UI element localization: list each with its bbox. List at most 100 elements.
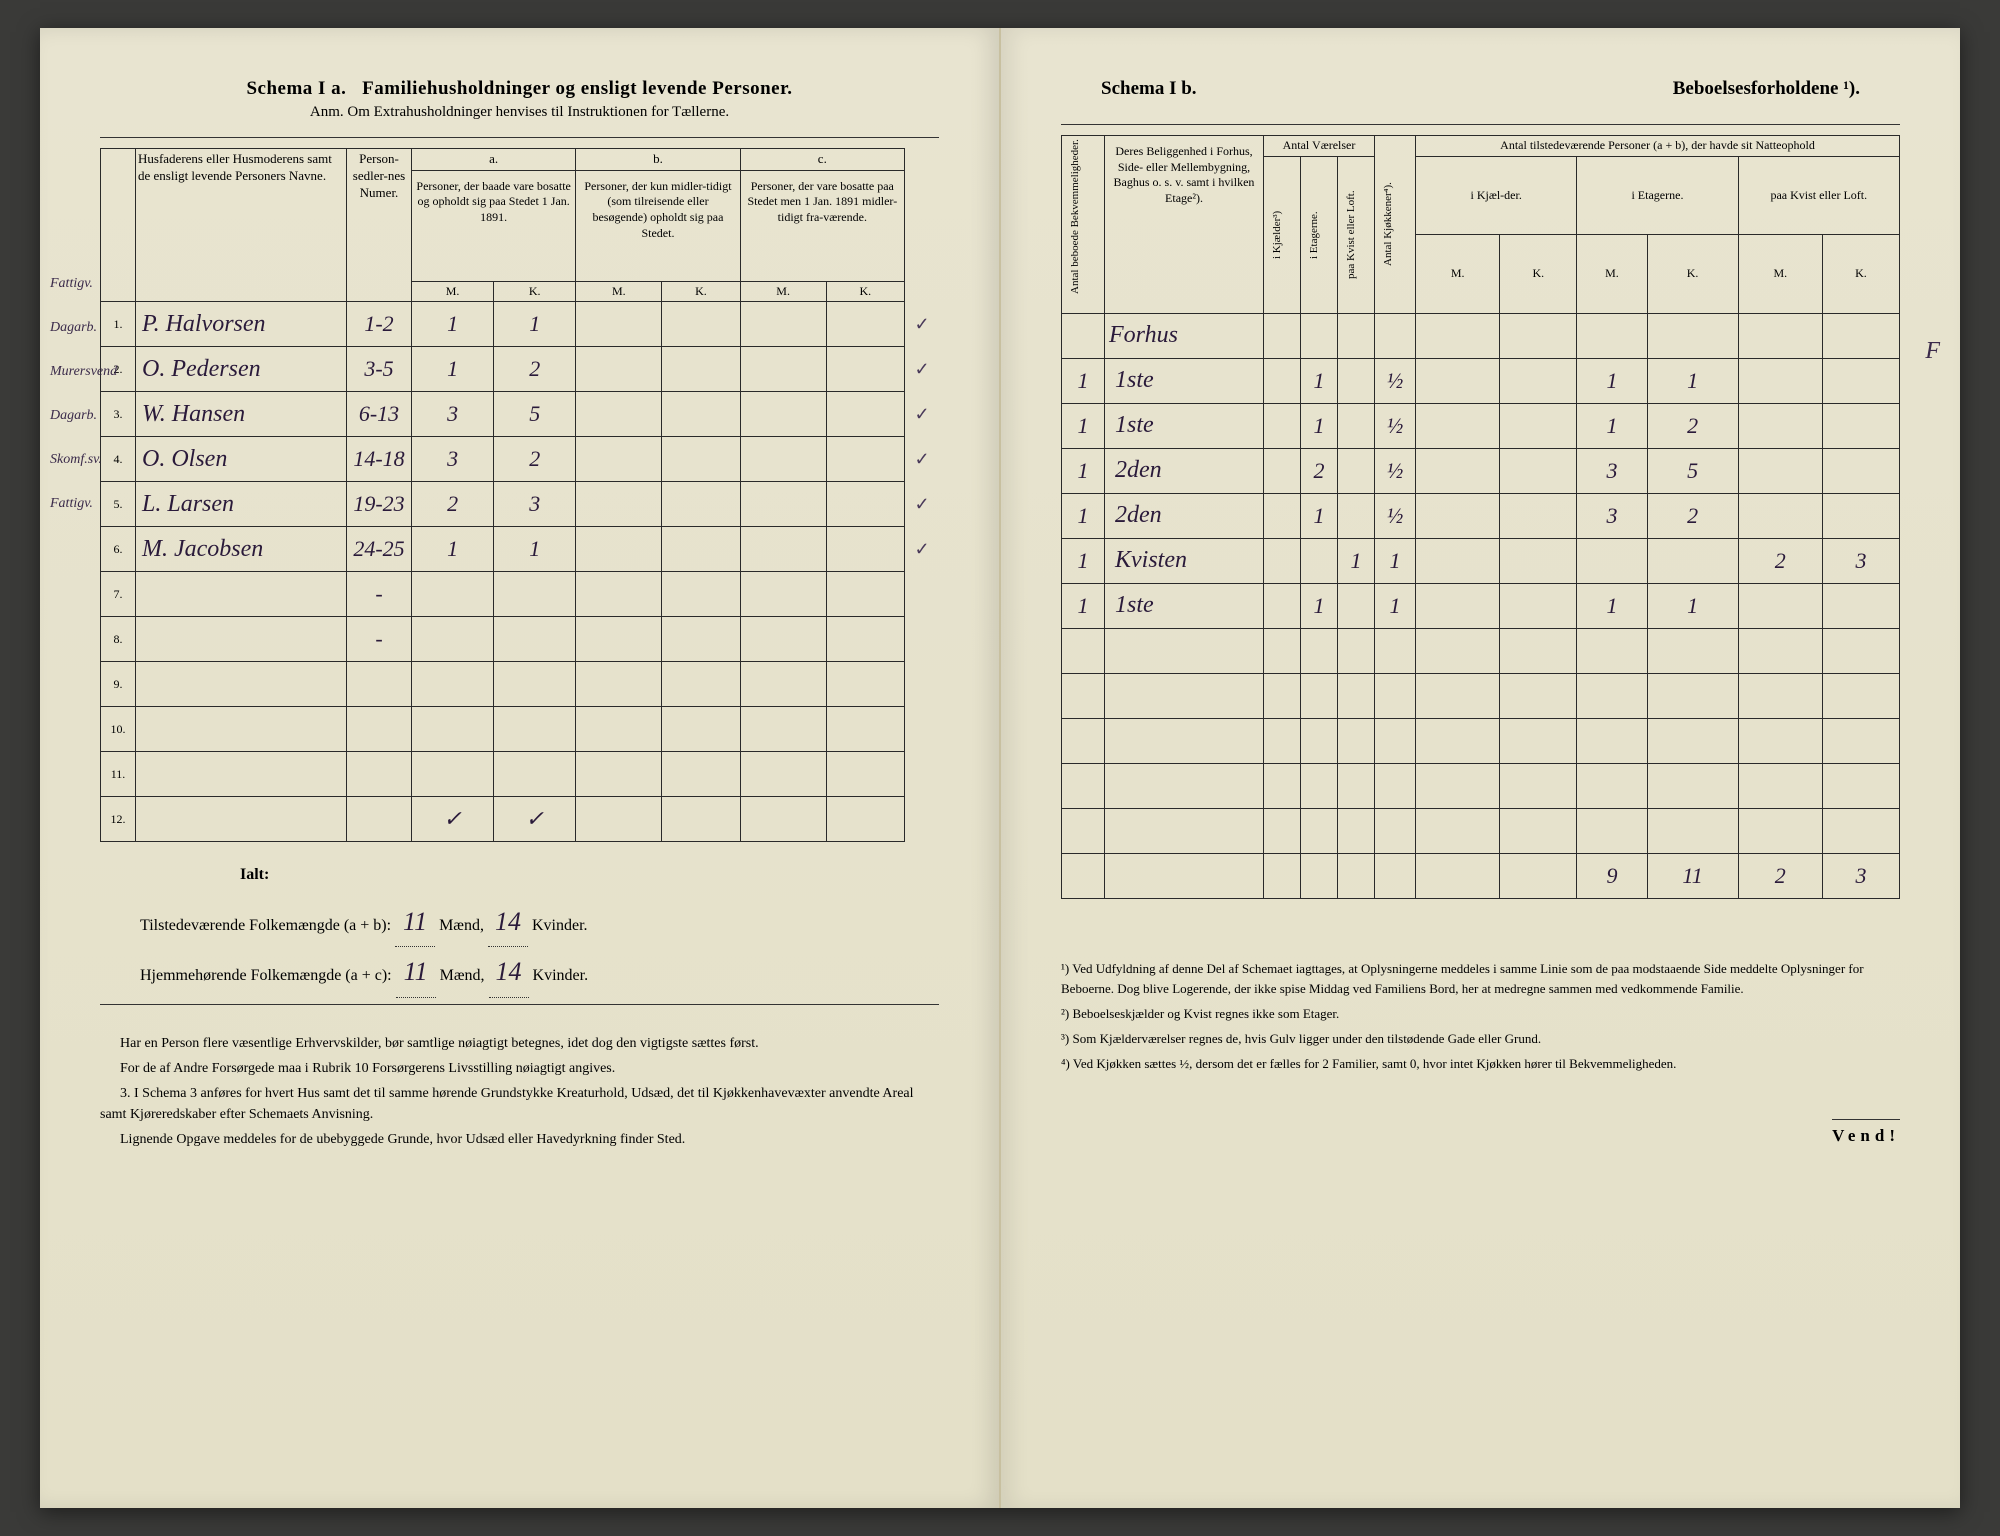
footnote: ⁴) Ved Kjøkken sættes ½, dersom det er f… (1061, 1054, 1900, 1075)
cell-ak: 3 (494, 482, 576, 527)
margin-note: Dagarb. (50, 408, 97, 424)
cell-bk (662, 347, 740, 392)
cell-bm (576, 392, 662, 437)
cell-location: 1ste (1105, 583, 1264, 628)
schema-1b-title-row: Schema I b. Beboelsesforholdene ¹). (1061, 78, 1900, 100)
cell-kj: 1 (1375, 538, 1416, 583)
cell-ab: 1 (1062, 403, 1105, 448)
margin-note: Fattigv. (50, 276, 93, 292)
row-number: 5. (101, 482, 136, 527)
cell-bk (662, 527, 740, 572)
person-numbers: 3-5 (347, 347, 412, 392)
person-numbers: - (347, 572, 412, 617)
cell-ak (494, 617, 576, 662)
cell-nek (1647, 538, 1738, 583)
person-name: O. Pedersen (136, 347, 347, 392)
table-row: 11. (101, 752, 940, 797)
row-number: 12. (101, 797, 136, 842)
cell-ck (826, 437, 904, 482)
col-b-label: b. (576, 149, 740, 171)
table-row: 12. ✓ ✓ (101, 797, 940, 842)
check-mark (905, 662, 940, 707)
cell-ck (826, 617, 904, 662)
cell-ck (826, 527, 904, 572)
cell-am (412, 572, 494, 617)
cell-nek: 1 (1647, 358, 1738, 403)
cell-nem: 3 (1577, 448, 1647, 493)
cell-ak: 1 (494, 527, 576, 572)
table-row: 1 2den 1 ½ 3 2 (1062, 493, 1900, 538)
cell-nlk: 3 (1822, 538, 1899, 583)
person-numbers: 19-23 (347, 482, 412, 527)
hdr-k: K. (826, 281, 904, 302)
sum-row: 9 11 2 3 (1062, 853, 1900, 898)
total-home-line: Hjemmehørende Folkemængde (a + c): 11 Mæ… (140, 947, 939, 997)
cell-am (412, 617, 494, 662)
home-m: 11 (396, 947, 436, 997)
cell-nlm (1738, 358, 1822, 403)
present-k: 14 (488, 897, 528, 947)
person-numbers (347, 797, 412, 842)
footnote: ²) Beboelseskjælder og Kvist regnes ikke… (1061, 1004, 1900, 1025)
hdr-i-kjaelder2: i Kjæl-der. (1416, 156, 1577, 235)
cell-ak (494, 707, 576, 752)
table-row: 2. O. Pedersen 3-5 1 2 ✓ (101, 347, 940, 392)
census-book: Schema I a. Familiehusholdninger og ensl… (40, 28, 1960, 1508)
cell-cm (740, 437, 826, 482)
table-row: 9. (101, 662, 940, 707)
cell-bm (576, 707, 662, 752)
cell-cm (740, 752, 826, 797)
check-mark: ✓ (905, 437, 940, 482)
cell-kj: ½ (1375, 358, 1416, 403)
cell-vk (1264, 358, 1301, 403)
hdr-paa-kvist2: paa Kvist eller Loft. (1738, 156, 1899, 235)
cell-ck (826, 302, 904, 347)
cell-vl (1338, 403, 1375, 448)
cell-nkk (1500, 583, 1577, 628)
kvinder: Kvinder. (533, 967, 589, 984)
cell-ve: 1 (1301, 403, 1338, 448)
cell-location: 1ste (1105, 358, 1264, 403)
hdr-m: M. (1738, 235, 1822, 314)
cell-vk (1264, 583, 1301, 628)
cell-cm (740, 347, 826, 392)
cell-bk (662, 437, 740, 482)
cell-ve (1301, 538, 1338, 583)
forhus-row: Forhus (1062, 313, 1900, 358)
hdr-m: M. (1416, 235, 1500, 314)
cell-ab: 1 (1062, 583, 1105, 628)
cell-bk (662, 302, 740, 347)
anm-line: Anm. Om Extrahusholdninger henvises til … (100, 104, 939, 121)
cell-nkk (1500, 358, 1577, 403)
forhus-cell: Forhus (1105, 313, 1264, 358)
check-mark: ✓ (905, 482, 940, 527)
cell-am (412, 662, 494, 707)
person-numbers: - (347, 617, 412, 662)
schema-1b-table: Antal beboede Bekvemmeligheder. Deres Be… (1061, 135, 1900, 899)
schema-1b-id: Schema I b. (1101, 78, 1197, 100)
cell-ve: 2 (1301, 448, 1338, 493)
sum-nek: 11 (1647, 853, 1738, 898)
header-col-c: Personer, der vare bosatte paa Stedet me… (740, 170, 904, 281)
hdr-m: M. (1577, 235, 1647, 314)
check-mark (905, 572, 940, 617)
cell-nek: 2 (1647, 493, 1738, 538)
check-mark (905, 617, 940, 662)
cell-bk (662, 662, 740, 707)
footnotes-right: ¹) Ved Udfyldning af denne Del af Schema… (1061, 959, 1900, 1075)
cell-bm (576, 797, 662, 842)
cell-ve: 1 (1301, 358, 1338, 403)
footnote: For de af Andre Forsørgede maa i Rubrik … (100, 1058, 939, 1079)
table-row: 5. L. Larsen 19-23 2 3 ✓ (101, 482, 940, 527)
cell-location: 2den (1105, 493, 1264, 538)
cell-nkk (1500, 448, 1577, 493)
row-number: 6. (101, 527, 136, 572)
cell-ve: 1 (1301, 493, 1338, 538)
cell-nem: 1 (1577, 358, 1647, 403)
cell-bk (662, 482, 740, 527)
cell-vl (1338, 583, 1375, 628)
sum-nlk: 3 (1822, 853, 1899, 898)
table-row: 1 1ste 1 ½ 1 2 (1062, 403, 1900, 448)
cell-location: Kvisten (1105, 538, 1264, 583)
person-name: P. Halvorsen (136, 302, 347, 347)
